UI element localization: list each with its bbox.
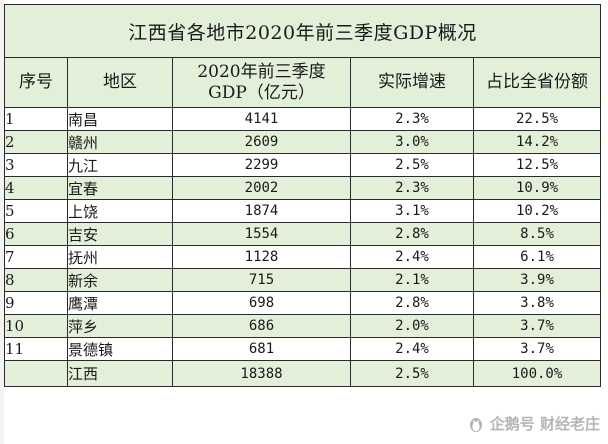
cell-growth[interactable]: 2.8% [350, 291, 474, 315]
header-share[interactable]: 占比全省份额 [472, 57, 602, 108]
cell-share[interactable]: 10.2% [472, 199, 602, 223]
cell-index[interactable]: 3 [4, 153, 68, 177]
cell-share[interactable]: 3.7% [472, 337, 602, 361]
watermark: 企鹅号 财经老庄 [467, 413, 600, 434]
cell-index[interactable]: 10 [4, 314, 68, 338]
header-gdp[interactable]: 2020年前三季度 GDP（亿元） [172, 57, 351, 108]
cell-index[interactable]: 4 [4, 176, 68, 200]
cell-gdp[interactable]: 2299 [172, 153, 351, 177]
cell-gdp[interactable]: 686 [172, 314, 351, 338]
penguin-logo-icon [469, 417, 482, 432]
cell-gdp[interactable]: 2002 [172, 176, 351, 200]
header-index[interactable]: 序号 [4, 57, 68, 108]
table-row: 3 九江 2299 2.5% 12.5% [4, 153, 602, 177]
table-row: 1 南昌 4141 2.3% 22.5% [4, 107, 602, 131]
cell-growth[interactable]: 2.4% [350, 245, 474, 269]
cell-index[interactable]: 5 [4, 199, 68, 223]
header-row: 序号 地区 2020年前三季度 GDP（亿元） 实际增速 占比全省份额 [4, 57, 602, 108]
cell-region[interactable]: 赣州 [67, 130, 173, 154]
cell-region[interactable]: 吉安 [67, 222, 173, 246]
table-row: 4 宜春 2002 2.3% 10.9% [4, 176, 602, 200]
sheet-gutter [0, 0, 4, 444]
cell-gdp[interactable]: 4141 [172, 107, 351, 131]
table-row: 2 赣州 2609 3.0% 14.2% [4, 130, 602, 154]
cell-share[interactable]: 3.8% [472, 291, 602, 315]
cell-growth[interactable]: 2.8% [350, 222, 474, 246]
cell-index[interactable]: 9 [4, 291, 68, 315]
cell-region[interactable]: 九江 [67, 153, 173, 177]
cell-share[interactable]: 3.7% [472, 314, 602, 338]
cell-share[interactable]: 22.5% [472, 107, 602, 131]
header-growth[interactable]: 实际增速 [350, 57, 474, 108]
cell-index[interactable]: 8 [4, 268, 68, 292]
cell-gdp[interactable]: 18388 [172, 360, 351, 387]
cell-growth[interactable]: 3.0% [350, 130, 474, 154]
table-row: 8 新余 715 2.1% 3.9% [4, 268, 602, 292]
table-title[interactable]: 江西省各地市2020年前三季度GDP概况 [3, 4, 602, 58]
cell-growth[interactable]: 2.3% [350, 107, 474, 131]
cell-region[interactable]: 宜春 [67, 176, 173, 200]
table-row: 5 上饶 1874 3.1% 10.2% [4, 199, 602, 223]
cell-region[interactable]: 南昌 [67, 107, 173, 131]
cell-gdp[interactable]: 1128 [172, 245, 351, 269]
cell-gdp[interactable]: 715 [172, 268, 351, 292]
cell-index[interactable]: 7 [4, 245, 68, 269]
cell-growth[interactable]: 2.0% [350, 314, 474, 338]
cell-growth[interactable]: 2.3% [350, 176, 474, 200]
cell-share[interactable]: 100.0% [472, 360, 602, 387]
cell-gdp[interactable]: 1554 [172, 222, 351, 246]
table-row: 6 吉安 1554 2.8% 8.5% [4, 222, 602, 246]
table-row: 7 抚州 1128 2.4% 6.1% [4, 245, 602, 269]
cell-gdp[interactable]: 1874 [172, 199, 351, 223]
cell-region[interactable]: 鹰潭 [67, 291, 173, 315]
cell-share[interactable]: 10.9% [472, 176, 602, 200]
table-row: 10 萍乡 686 2.0% 3.7% [4, 314, 602, 338]
cell-growth[interactable]: 2.5% [350, 360, 474, 387]
table-body: 1 南昌 4141 2.3% 22.5% 2 赣州 2609 3.0% 14.2% 3 九江 2299 2… [4, 107, 602, 387]
gdp-table: 江西省各地市2020年前三季度GDP概况 序号 地区 2020年前三季度 GDP… [3, 4, 602, 387]
watermark-text: 企鹅号 财经老庄 [489, 415, 600, 433]
cell-growth[interactable]: 2.5% [350, 153, 474, 177]
table-title-row: 江西省各地市2020年前三季度GDP概况 [3, 4, 602, 58]
cell-region[interactable]: 景德镇 [67, 337, 173, 361]
cell-region[interactable]: 江西 [67, 360, 173, 387]
cell-share[interactable]: 6.1% [472, 245, 602, 269]
cell-gdp[interactable]: 681 [172, 337, 351, 361]
cell-growth[interactable]: 2.1% [350, 268, 474, 292]
cell-growth[interactable]: 3.1% [350, 199, 474, 223]
cell-index[interactable] [4, 360, 68, 387]
cell-share[interactable]: 14.2% [472, 130, 602, 154]
table-row: 11 景德镇 681 2.4% 3.7% [4, 337, 602, 361]
cell-region[interactable]: 抚州 [67, 245, 173, 269]
cell-index[interactable]: 6 [4, 222, 68, 246]
cell-region[interactable]: 上饶 [67, 199, 173, 223]
cell-index[interactable]: 2 [4, 130, 68, 154]
cell-share[interactable]: 8.5% [472, 222, 602, 246]
header-gdp-line2: GDP（亿元） [208, 82, 315, 103]
cell-index[interactable]: 11 [4, 337, 68, 361]
cell-region[interactable]: 萍乡 [67, 314, 173, 338]
cell-region[interactable]: 新余 [67, 268, 173, 292]
cell-index[interactable]: 1 [4, 107, 68, 131]
cell-share[interactable]: 12.5% [472, 153, 602, 177]
cell-share[interactable]: 3.9% [472, 268, 602, 292]
cell-growth[interactable]: 2.4% [350, 337, 474, 361]
header-region[interactable]: 地区 [67, 57, 173, 108]
cell-gdp[interactable]: 698 [172, 291, 351, 315]
cell-gdp[interactable]: 2609 [172, 130, 351, 154]
header-gdp-line1: 2020年前三季度 [197, 61, 326, 82]
table-row: 9 鹰潭 698 2.8% 3.8% [4, 291, 602, 315]
table-row: 江西 18388 2.5% 100.0% [4, 360, 602, 387]
